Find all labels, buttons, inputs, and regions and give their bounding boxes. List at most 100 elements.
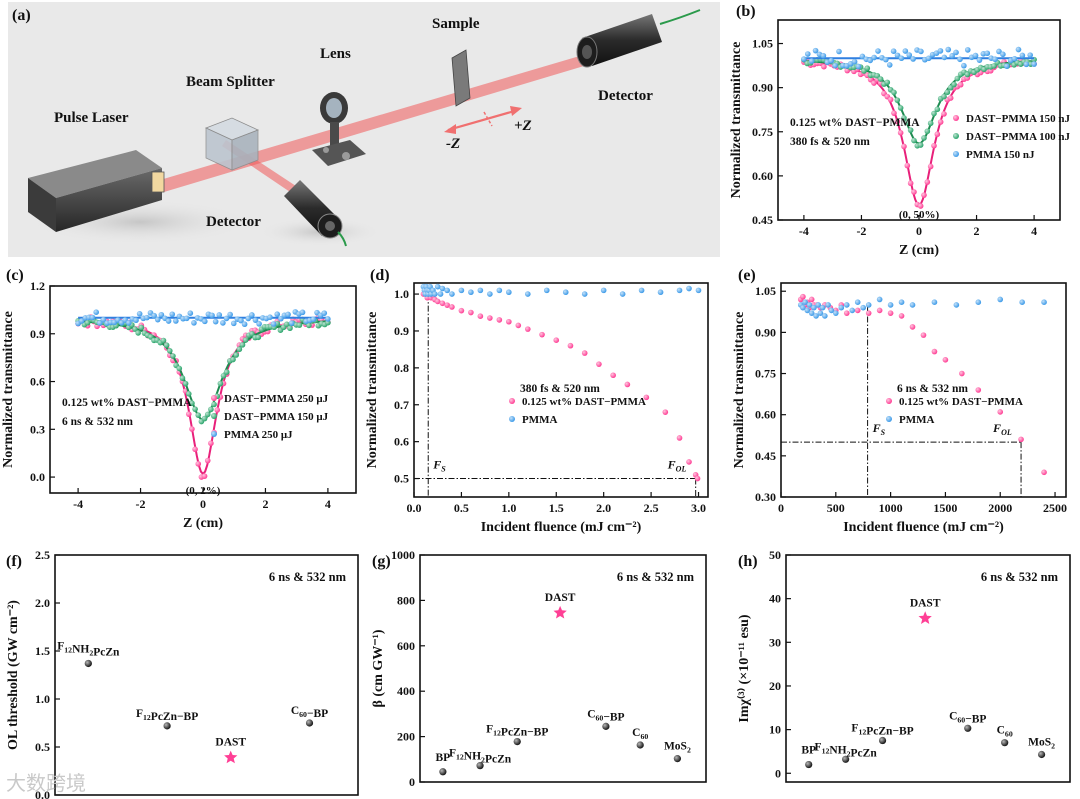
- data-point-e-1-15: [838, 304, 845, 311]
- y-tick-label-e-4: 0.90: [755, 325, 776, 339]
- y-axis-label-h: Imχ⁽³⁾ (×10⁻¹¹ esu): [737, 614, 752, 723]
- data-point-c-0-38: [195, 461, 202, 467]
- data-point-b-1-37-shine: [924, 128, 931, 135]
- y-tick-label-f-4: 2.0: [35, 596, 50, 610]
- data-point-c-2-39: [216, 312, 223, 318]
- z-scan-arrow: [444, 106, 522, 134]
- data-point-c-0-42-shine: [208, 440, 214, 447]
- data-point-b-1-40: [934, 106, 941, 113]
- data-point-c-2-16: [133, 317, 139, 324]
- data-point-h-5: [1001, 739, 1009, 747]
- sample-plate: [451, 49, 471, 107]
- data-point-d-1-27: [619, 291, 626, 297]
- data-point-b-2-15: [859, 53, 866, 60]
- data-point-e-0-26-shine: [1018, 436, 1024, 443]
- y-tick-label-h-0: 0: [775, 766, 781, 780]
- y-tick-label-c-2: 0.6: [30, 375, 45, 389]
- data-point-b-1-42: [941, 93, 947, 100]
- condition-text-b-0: 0.125 wt% DAST−PMMA: [790, 117, 920, 129]
- data-point-c-1-57: [255, 334, 262, 341]
- data-point-e-1-12: [825, 302, 831, 308]
- data-point-d-0-22: [581, 350, 588, 356]
- data-point-b-1-30-shine: [901, 115, 907, 121]
- data-point-e-0-27: [1041, 469, 1047, 476]
- x-tick-label-c-1: -2: [136, 497, 146, 511]
- data-point-e-0-22: [942, 357, 949, 363]
- data-point-c-2-17: [136, 311, 143, 317]
- label-detector-top: Detector: [598, 88, 653, 104]
- chart-h: (h) 0 10 20 30 40 50 Imχ⁽³⁾ (×10⁻¹¹ esu) 6 ns & …: [737, 548, 1071, 783]
- data-point-g-6: [673, 755, 682, 763]
- data-point-c-2-56-shine: [278, 315, 284, 322]
- data-point-d-0-13: [477, 313, 484, 320]
- data-point-g-4: [602, 722, 610, 730]
- data-point-g-0: [439, 768, 447, 776]
- data-point-c-2-53-shine: [267, 314, 273, 321]
- data-point-b-2-39-shine: [953, 49, 959, 56]
- data-point-b-2-44-shine: [972, 52, 979, 59]
- data-point-c-1-51: [236, 346, 243, 353]
- fs-label-e: FS: [872, 421, 886, 437]
- data-point-e-0-17: [887, 310, 894, 316]
- data-point-e-0-21-shine: [931, 348, 938, 355]
- data-point-c-1-67: [287, 325, 293, 332]
- data-point-c-1-27: [160, 337, 167, 344]
- data-point-c-2-4: [89, 314, 96, 321]
- data-point-d-0-16-shine: [506, 318, 512, 325]
- y-tick-label-g-4: 800: [397, 593, 415, 607]
- data-point-c-2-69-shine: [325, 316, 331, 322]
- data-point-c-2-59: [288, 320, 295, 326]
- y-tick-label-d-3: 0.8: [394, 361, 409, 375]
- data-point-b-1-35: [917, 142, 924, 148]
- legend-marker-e-1-shine: [886, 416, 892, 422]
- data-point-b-2-14: [855, 63, 862, 70]
- data-point-d-0-23: [596, 361, 602, 367]
- data-point-c-2-68: [321, 310, 328, 316]
- data-point-c-1-45-shine: [217, 380, 224, 387]
- data-point-b-2-41-shine: [961, 62, 967, 69]
- legend-marker-b-1-shine: [953, 133, 959, 139]
- data-point-b-2-41: [961, 62, 967, 69]
- data-point-d-0-27-shine: [662, 409, 669, 415]
- x-tick-label-e-2: 1000: [879, 501, 903, 515]
- data-point-c-1-52-shine: [239, 342, 246, 348]
- data-point-b-1-46-shine: [954, 75, 961, 82]
- data-point-d-0-11-shine: [458, 307, 465, 314]
- condition-text-d: 380 fs & 520 nm: [520, 383, 600, 395]
- data-point-d-1-24: [562, 289, 569, 296]
- data-point-g-1-shine: [476, 762, 484, 770]
- x-axis-label-d: Incident fluence (mJ cm⁻²): [481, 520, 642, 535]
- data-point-c-1-35: [185, 390, 192, 397]
- chart-f: (f) 0.0 0.5 1.0 1.5 2.0 2.5 OL threshold (GW cm…: [6, 548, 359, 799]
- data-point-c-1-29-shine: [166, 347, 173, 354]
- data-point-d-0-31: [694, 475, 701, 482]
- fol-label-d: FOL: [667, 458, 687, 474]
- data-point-d-1-13: [439, 285, 446, 292]
- panel-label-c: (c): [6, 267, 24, 284]
- data-point-b-2-37: [945, 46, 952, 53]
- panel-label-e: (e): [738, 267, 756, 284]
- data-point-e-1-20-shine: [865, 302, 872, 308]
- data-point-b-1-36: [921, 135, 927, 141]
- data-point-b-2-49: [992, 56, 998, 63]
- data-point-c-2-35: [202, 318, 208, 325]
- data-point-b-0-30-shine: [901, 143, 907, 150]
- data-point-e-1-9-shine: [817, 310, 824, 316]
- legend-marker-b-2: [953, 151, 959, 157]
- data-point-b-2-38: [949, 53, 955, 59]
- data-point-c-1-73-shine: [306, 322, 312, 329]
- data-point-d-1-16: [458, 287, 465, 294]
- data-point-c-2-16-shine: [133, 317, 139, 324]
- data-point-b-0-47: [957, 81, 964, 88]
- data-point-e-1-15-shine: [838, 304, 845, 311]
- y-tick-label-b-0: 0.45: [752, 213, 773, 227]
- legend-label-e-0: 0.125 wt% DAST−PMMA: [899, 396, 1023, 408]
- data-point-e-0-25: [997, 409, 1004, 415]
- data-point-b-2-0: [801, 56, 807, 62]
- data-point-d-0-7-shine: [434, 298, 441, 305]
- data-point-b-1-37: [924, 128, 931, 135]
- data-point-b-2-44: [972, 52, 979, 59]
- data-point-c-1-66: [283, 321, 290, 328]
- data-point-c-1-36: [189, 400, 195, 406]
- y-tick-label-g-1: 200: [397, 730, 415, 744]
